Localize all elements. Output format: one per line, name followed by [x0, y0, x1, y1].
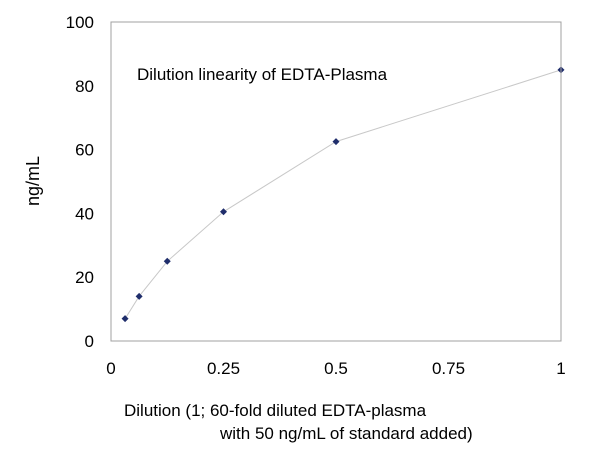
y-tick-label: 0 [85, 332, 94, 351]
x-axis-label: Dilution (1; 60-fold diluted EDTA-plasma… [124, 399, 473, 445]
x-axis-label-line-1: Dilution (1; 60-fold diluted EDTA-plasma [124, 401, 427, 420]
y-axis-label: ng/mL [23, 156, 43, 206]
x-tick-label: 0.5 [324, 359, 348, 378]
y-tick-label: 20 [75, 268, 94, 287]
x-tick-label: 0.75 [432, 359, 465, 378]
plot-area-frame [110, 21, 562, 342]
connecting-line-layer [124, 69, 562, 319]
y-tick-labels: 0 20 40 60 80 100 [66, 13, 94, 351]
y-tick-label: 80 [75, 77, 94, 96]
data-marker-layer [121, 66, 565, 323]
y-tick-label: 100 [66, 13, 94, 32]
x-tick-labels: 0 0.25 0.5 0.75 1 [106, 359, 565, 378]
x-axis-label-line-2: with 50 ng/mL of standard added) [220, 424, 473, 443]
data-point [332, 138, 340, 146]
data-point [121, 315, 129, 323]
data-point [220, 208, 227, 216]
data-point [135, 292, 143, 300]
y-tick-label: 60 [75, 141, 94, 160]
y-tick-label: 40 [75, 204, 94, 223]
series-line [124, 69, 562, 319]
x-tick-label: 1 [556, 359, 565, 378]
x-tick-label: 0 [106, 359, 115, 378]
chart-title: Dilution linearity of EDTA-Plasma [137, 65, 388, 84]
data-point [163, 257, 171, 265]
x-tick-label: 0.25 [207, 359, 240, 378]
